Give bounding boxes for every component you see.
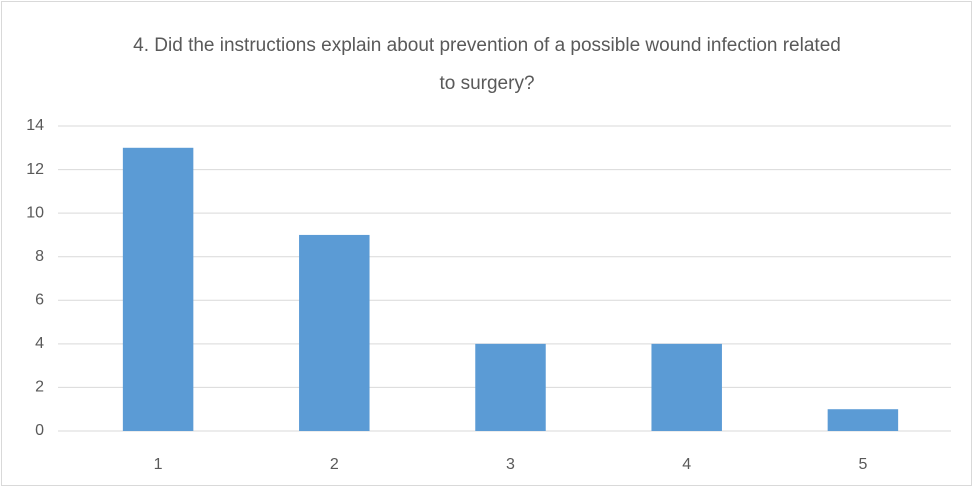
chart-title: 4. Did the instructions explain about pr… [133,35,841,94]
y-tick-label: 2 [35,379,44,396]
y-tick-label: 6 [35,292,44,309]
y-tick-label: 0 [35,422,44,439]
bar [827,409,899,431]
bar [651,343,722,431]
y-tick-label: 8 [35,248,44,265]
x-tick-label: 3 [506,456,515,473]
bar [299,234,370,431]
x-tick-label: 4 [682,456,691,473]
y-tick-label: 12 [26,161,44,178]
y-tick-label: 10 [26,204,44,221]
bar [475,343,546,431]
x-tick-label: 2 [330,456,339,473]
y-tick-label: 4 [35,335,44,352]
x-tick-label: 5 [858,456,867,473]
x-tick-label: 1 [154,456,163,473]
y-tick-label: 14 [26,117,44,134]
bar [122,147,194,432]
